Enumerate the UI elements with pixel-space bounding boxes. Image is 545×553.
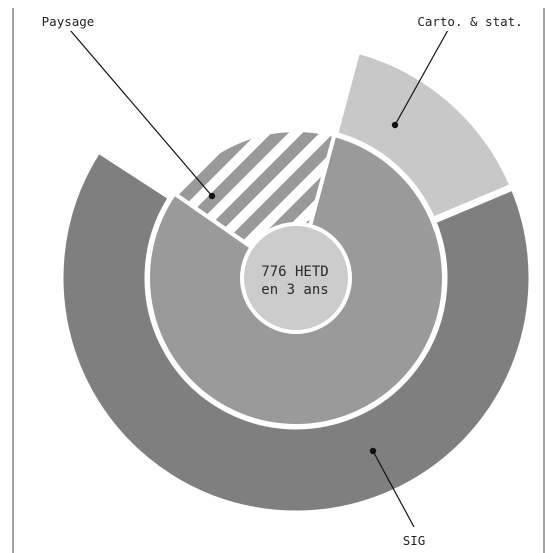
leader-dot-sig [369, 447, 377, 455]
center-label-line1: 776 HETD [261, 264, 328, 280]
label-sig: SIG [403, 533, 426, 548]
leader-line-carto [394, 29, 449, 126]
label-carto-stat: Carto. & stat. [417, 14, 522, 29]
center-hub [240, 222, 352, 334]
label-bg-carto [400, 13, 540, 31]
leader-dot-carto [391, 121, 399, 129]
center-label-line2: en 3 ans [261, 282, 328, 298]
label-bg-sig [397, 531, 431, 549]
leader-line-sig [372, 450, 415, 528]
leader-dot-paysage [208, 192, 216, 200]
label-bg-paysage [33, 13, 103, 31]
leader-line-paysage [69, 29, 213, 197]
label-paysage: Paysage [42, 14, 95, 29]
